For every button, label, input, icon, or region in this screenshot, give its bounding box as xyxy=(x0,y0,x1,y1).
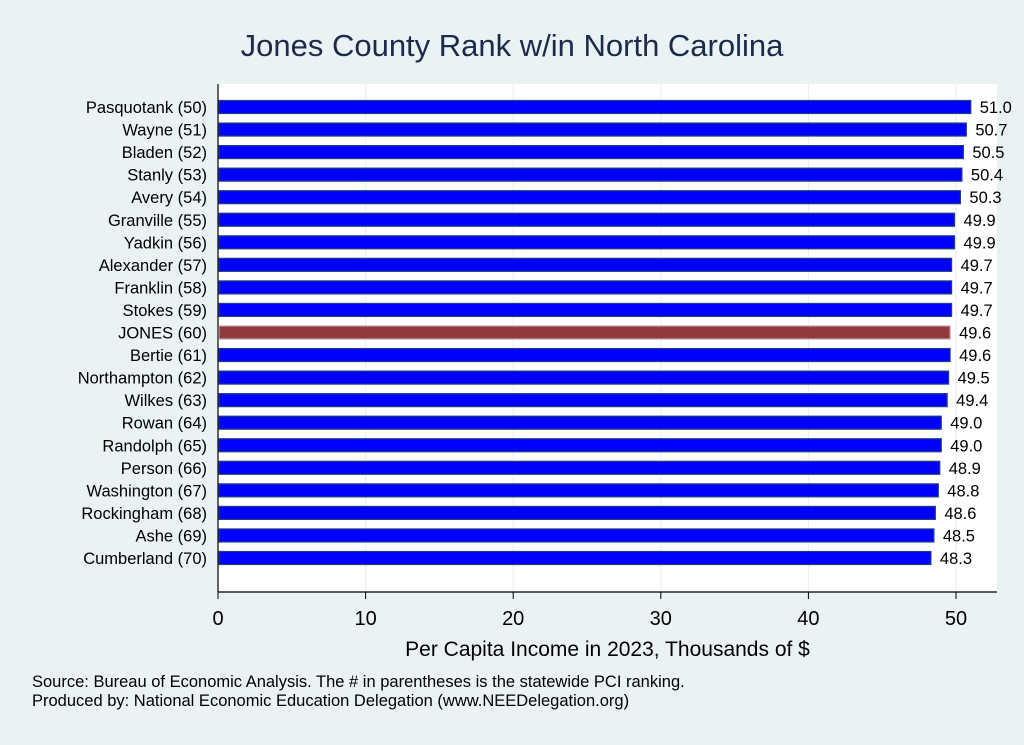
bar xyxy=(218,550,932,566)
x-tick-label: 10 xyxy=(354,608,376,630)
x-tick-label: 0 xyxy=(212,608,223,630)
bar xyxy=(218,528,935,543)
bar xyxy=(218,280,953,295)
data-label: 49.7 xyxy=(961,257,993,275)
data-label: 48.3 xyxy=(940,550,972,568)
category-label: Alexander (57) xyxy=(99,257,207,275)
data-label: 51.0 xyxy=(980,99,1012,117)
data-label: 49.0 xyxy=(950,437,982,455)
category-label: Washington (67) xyxy=(87,482,207,500)
data-label: 49.6 xyxy=(959,347,991,365)
category-label: Northampton (62) xyxy=(78,370,207,388)
data-label: 49.5 xyxy=(958,370,990,388)
data-label: 49.6 xyxy=(959,325,991,343)
category-label: Stokes (59) xyxy=(123,302,207,320)
category-label: Cumberland (70) xyxy=(83,550,207,568)
data-label: 49.9 xyxy=(964,234,996,252)
bar xyxy=(218,483,939,498)
bar xyxy=(218,99,972,115)
bar xyxy=(218,122,967,137)
x-tick-label: 20 xyxy=(502,608,524,630)
category-label: Wilkes (63) xyxy=(124,392,207,410)
data-label: 50.5 xyxy=(972,144,1004,162)
category-label: Yadkin (56) xyxy=(124,234,207,252)
bar xyxy=(218,212,956,227)
bar xyxy=(218,167,963,182)
category-label: Ashe (69) xyxy=(135,527,207,545)
data-label: 50.4 xyxy=(971,167,1003,185)
bar xyxy=(218,302,953,318)
bar xyxy=(218,393,948,408)
data-label: 48.8 xyxy=(947,482,979,500)
bar xyxy=(218,145,964,160)
x-tick-label: 40 xyxy=(797,608,819,630)
bar xyxy=(218,505,936,520)
category-label: JONES (60) xyxy=(118,325,207,343)
data-label: 48.5 xyxy=(943,527,975,545)
bar xyxy=(218,257,953,272)
data-label: 49.7 xyxy=(961,279,993,297)
category-label: Rowan (64) xyxy=(122,415,207,433)
data-label: 49.7 xyxy=(961,302,993,320)
category-label: Bladen (52) xyxy=(122,144,207,162)
bar xyxy=(218,325,951,340)
x-tick-label: 50 xyxy=(945,608,967,630)
bar xyxy=(218,347,951,363)
bar xyxy=(218,370,950,385)
category-label: Rockingham (68) xyxy=(81,505,207,523)
data-label: 49.0 xyxy=(950,415,982,433)
x-axis-label: Per Capita Income in 2023, Thousands of … xyxy=(405,638,810,661)
category-label: Bertie (61) xyxy=(130,347,207,365)
category-label: Granville (55) xyxy=(108,212,207,230)
bar xyxy=(218,415,942,430)
bar xyxy=(218,438,942,453)
data-label: 50.3 xyxy=(969,189,1001,207)
category-label: Stanly (53) xyxy=(127,167,207,185)
source-note: Source: Bureau of Economic Analysis. The… xyxy=(32,673,685,691)
category-label: Wayne (51) xyxy=(122,122,207,140)
category-label: Randolph (65) xyxy=(102,437,207,455)
data-label: 48.9 xyxy=(949,460,981,478)
x-tick-label: 30 xyxy=(650,608,672,630)
category-label: Avery (54) xyxy=(131,189,207,207)
data-label: 49.9 xyxy=(964,212,996,230)
category-label: Franklin (58) xyxy=(114,279,207,297)
category-label: Pasquotank (50) xyxy=(86,99,207,117)
data-label: 50.7 xyxy=(975,122,1007,140)
bar xyxy=(218,460,941,475)
chart-title: Jones County Rank w/in North Carolina xyxy=(240,28,784,63)
data-label: 49.4 xyxy=(956,392,988,410)
data-label: 48.6 xyxy=(944,505,976,523)
bar xyxy=(218,190,962,205)
bar xyxy=(218,235,956,250)
category-label: Person (66) xyxy=(121,460,207,478)
producer-note: Produced by: National Economic Education… xyxy=(32,692,630,710)
